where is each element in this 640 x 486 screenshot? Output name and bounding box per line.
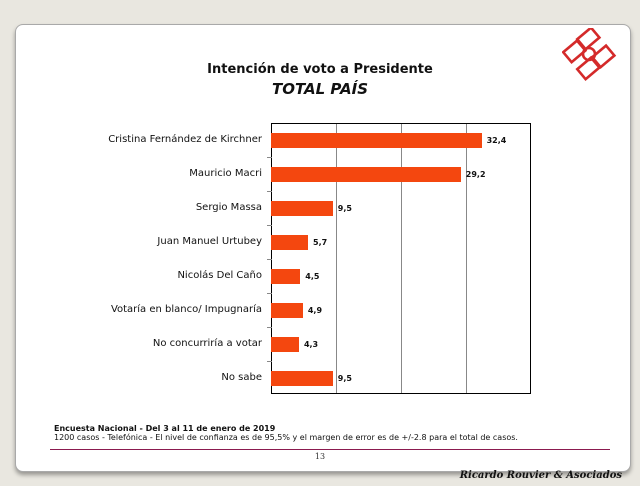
axis-tick (267, 293, 272, 294)
category-label: Mauricio Macri (189, 168, 262, 179)
value-label: 5,7 (313, 238, 328, 247)
method-note: 1200 casos - Telefónica - El nivel de co… (54, 433, 518, 442)
category-label: Sergio Massa (195, 202, 262, 213)
value-label: 4,9 (307, 306, 323, 315)
value-label: 9,5 (337, 204, 352, 213)
category-label: No sabe (221, 372, 262, 383)
value-label: 32,4 (486, 136, 507, 145)
axis-tick (267, 361, 272, 362)
gridline (401, 124, 402, 393)
bar (271, 201, 333, 216)
rouvier-logo-icon (562, 28, 617, 81)
bar (271, 269, 301, 284)
bar (271, 337, 299, 352)
axis-tick (267, 191, 272, 192)
chart-subtitle: TOTAL PAÍS (271, 80, 369, 98)
brand-name: Ricardo Rouvier & Asociados (459, 470, 622, 481)
bar (271, 303, 303, 318)
axis-tick (267, 259, 272, 260)
category-label: No concurriría a votar (152, 338, 262, 349)
plot-area (267, 123, 531, 394)
category-label: Votaría en blanco/ Impugnaría (110, 304, 262, 315)
category-label: Cristina Fernández de Kirchner (108, 134, 262, 145)
survey-note: Encuesta Nacional - Del 3 al 11 de enero… (54, 424, 276, 433)
axis-tick (267, 327, 272, 328)
bar (271, 167, 461, 182)
bar (271, 235, 309, 250)
footer-divider (50, 449, 610, 450)
value-label: 29,2 (465, 170, 486, 179)
bar (271, 371, 333, 386)
value-label: 4,3 (303, 340, 319, 349)
value-label: 4,5 (305, 272, 320, 281)
bar (271, 133, 482, 148)
gridline (336, 124, 337, 393)
axis-tick (267, 157, 272, 158)
value-label: 9,5 (337, 374, 352, 383)
page-number: 13 (314, 452, 326, 461)
chart-title: Intención de voto a Presidente (207, 62, 433, 77)
slide-panel (15, 24, 631, 472)
category-label: Juan Manuel Urtubey (157, 236, 262, 247)
category-label: Nicolás Del Caño (177, 270, 262, 281)
axis-tick (267, 225, 272, 226)
gridline (466, 124, 467, 393)
